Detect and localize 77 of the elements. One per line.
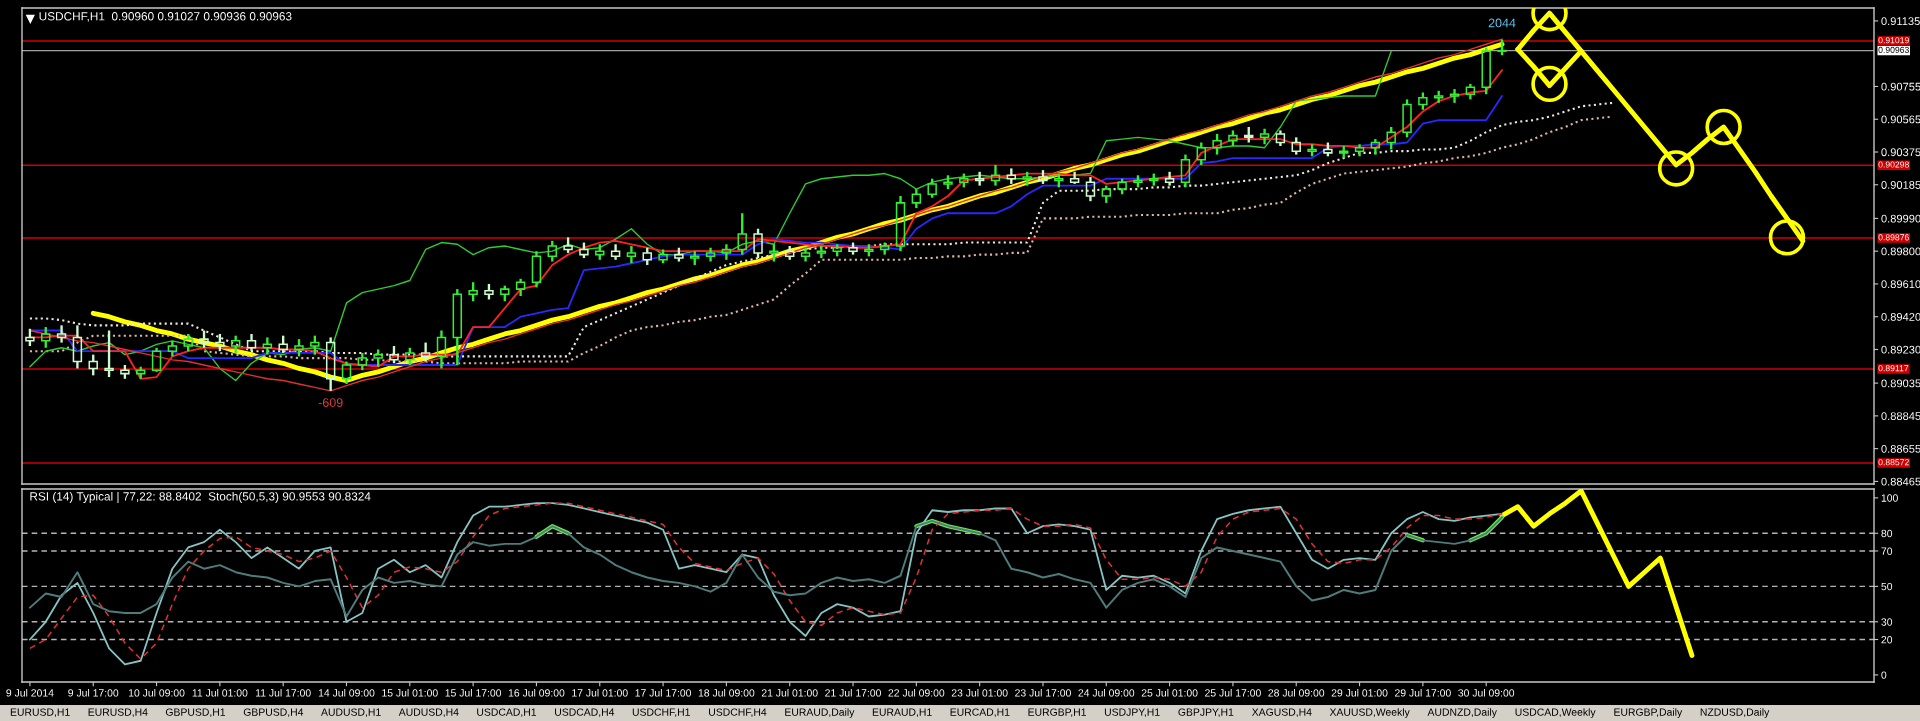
text: EURGBP,H1 [1028,708,1086,718]
y-tick-label: 0.89230 [1881,345,1920,354]
y-tick-label: 70 [1881,547,1893,555]
text: NZDUSD,Daily [1700,708,1770,718]
text: AUDUSD,H1 [321,708,381,718]
text: EURGBP,Daily [1614,708,1683,718]
x-tick-label: 15 Jul 01:00 [382,688,438,697]
chart-title: USDCHF,H1 0.90960 0.91027 0.90936 0.90963 [39,12,292,22]
x-tick-label: 30 Jul 09:00 [1458,688,1515,697]
annotation: 2044 [1488,18,1516,28]
y-tick-label: 30 [1881,618,1893,626]
y-tick-label: 0.89990 [1881,214,1920,223]
text: EURUSD,H1 [10,708,70,718]
y-tick-label: 0.89420 [1881,312,1920,321]
text: USDCHF,H4 [709,708,767,718]
x-tick-label: 14 Jul 09:00 [318,688,375,697]
x-tick-label: 23 Jul 01:00 [951,688,1008,697]
ref-line-label: 0.88572 [1878,459,1909,466]
text: AUDUSD,H4 [398,708,459,718]
x-tick-label: 16 Jul 09:00 [508,688,565,697]
x-tick-label: 24 Jul 09:00 [1078,688,1135,697]
x-tick-label: 25 Jul 17:00 [1205,688,1261,697]
x-tick-label: 9 Jul 17:00 [68,688,119,697]
annotation: -609 [318,398,343,407]
text: USDCHF,H1 [632,708,690,718]
x-tick-label: 17 Jul 01:00 [572,688,628,697]
y-tick-label: 0.89035 [1881,379,1920,388]
x-tick-label: 29 Jul 17:00 [1395,688,1451,697]
x-tick-label: 25 Jul 01:00 [1141,688,1198,697]
x-tick-label: 11 Jul 17:00 [255,688,311,697]
x-tick-label: 23 Jul 17:00 [1015,688,1071,697]
text: XAGUSD,H4 [1251,708,1312,718]
y-tick-label: 0.88655 [1881,444,1920,453]
x-tick-label: 9 Jul 2014 [6,688,54,697]
text: EURCAD,H1 [950,708,1010,718]
y-tick-label: 0.89610 [1881,280,1920,289]
y-tick-label: 50 [1881,582,1893,591]
text: GBPUSD,H1 [165,708,226,718]
x-tick-label: 29 Jul 01:00 [1331,688,1388,697]
y-tick-label: 0.89800 [1881,247,1920,256]
text: GBPUSD,H4 [243,708,304,718]
text: USDCAD,H1 [477,708,537,718]
x-tick-label: 17 Jul 17:00 [635,688,692,697]
x-tick-label: 21 Jul 17:00 [825,688,881,697]
text: EURUSD,H4 [88,708,148,718]
y-tick-label: 0.91135 [1881,17,1920,26]
ref-line-label: 0.90963 [1878,46,1909,53]
text: USDCAD,Weekly [1515,708,1596,718]
text: XAUUSD,Weekly [1329,708,1410,718]
x-tick-label: 18 Jul 09:00 [698,688,755,697]
text: USDJPY,H1 [1104,708,1160,718]
y-tick-label: 0.88845 [1881,412,1920,421]
ref-line-label: 0.91019 [1878,37,1909,44]
ref-line-label: 0.89876 [1878,234,1909,241]
x-tick-label: 22 Jul 09:00 [888,688,945,697]
y-tick-label: 100 [1881,494,1898,502]
y-tick-label: 0 [1881,671,1887,679]
y-tick-label: 0.88465 [1881,477,1920,486]
y-tick-label: 0.90375 [1881,148,1920,157]
x-tick-label: 11 Jul 01:00 [192,688,248,697]
text: EURAUD,Daily [785,708,855,718]
y-tick-label: 0.90565 [1881,115,1920,124]
y-tick-label: 0.90185 [1881,181,1920,189]
x-tick-label: 28 Jul 09:00 [1268,688,1325,697]
x-tick-label: 15 Jul 17:00 [445,688,502,697]
text: EURAUD,H1 [872,708,932,718]
ref-line-label: 0.89117 [1878,365,1909,372]
y-tick-label: 20 [1881,636,1893,644]
text: AUDNZD,Daily [1427,708,1497,718]
chart-title: RSI (14) Typical | 77,22: 88.8402 Stoch(50,5,3) 90.9553 90.8324 [30,491,371,503]
x-tick-label: 10 Jul 09:00 [128,688,185,697]
ref-line-label: 0.90298 [1878,161,1909,168]
x-tick-label: 21 Jul 01:00 [761,688,818,697]
y-tick-label: 0.90755 [1881,82,1920,91]
text: GBPJPY,H1 [1178,708,1234,718]
text: USDCAD,H4 [555,708,615,718]
y-tick-label: 80 [1881,529,1893,538]
